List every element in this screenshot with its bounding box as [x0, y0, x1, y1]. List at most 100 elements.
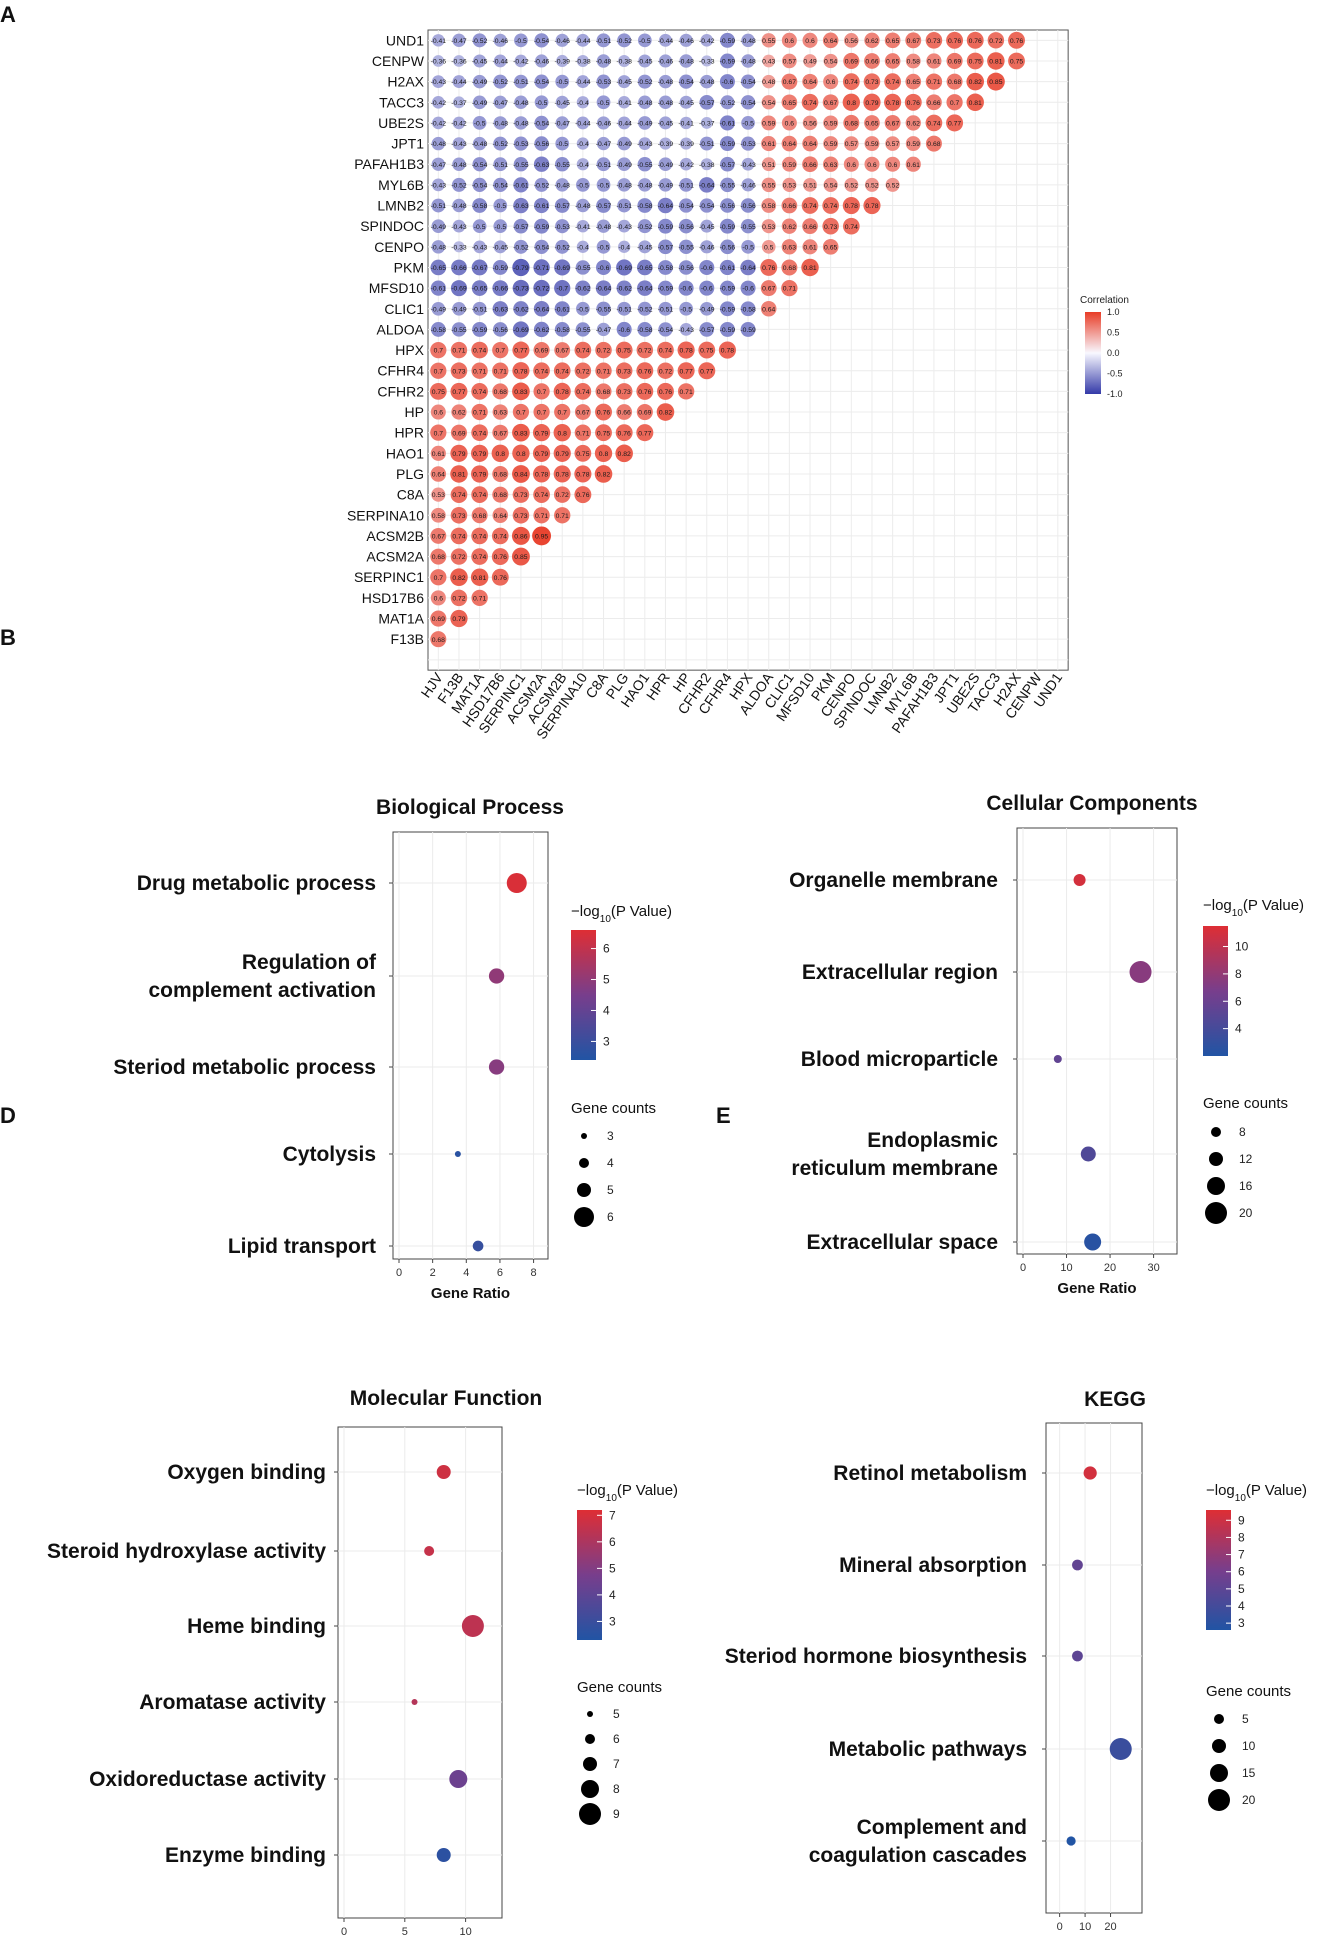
corr-cell-und1-hp — [679, 33, 693, 47]
color-legend-bar-c — [1203, 926, 1228, 1056]
corr-cell-cenpw-spindoc — [864, 53, 880, 69]
corr-value: 0.74 — [535, 368, 548, 375]
molecular-function-chart: Molecular Function0510Gene RatioOxygen b… — [47, 1387, 678, 1935]
corr-value: 0.53 — [762, 224, 775, 231]
corr-value: 0.73 — [927, 38, 940, 45]
color-legend-tick: 8 — [1238, 1530, 1245, 1544]
corr-value: 0.64 — [803, 79, 816, 86]
corr-cell-clic1-hpr — [658, 301, 673, 316]
corr-value: -0.66 — [493, 286, 509, 293]
corr-cell-pkm-hsd17b6 — [492, 260, 508, 275]
corr-cell-tacc3-hao1 — [638, 95, 652, 109]
corr-value: -0.52 — [451, 182, 467, 189]
corr-cell-cenpw-hjv — [432, 55, 445, 67]
corr-value: 0.69 — [432, 616, 445, 623]
corr-value: 0.73 — [514, 513, 527, 520]
corr-cell-jpt1-cenpo — [843, 136, 859, 151]
corr-value: -0.56 — [678, 224, 694, 231]
corr-value: -0.39 — [678, 141, 694, 148]
corr-value: -0.62 — [616, 286, 632, 293]
corr-value: -0.36 — [431, 59, 447, 66]
corr-value: 0.76 — [618, 430, 631, 437]
corr-value: 0.76 — [494, 575, 507, 582]
corr-value: -0.6 — [722, 79, 734, 86]
color-legend-title-d: −log10(P Value) — [577, 1482, 678, 1504]
corr-value: 0.78 — [576, 472, 589, 479]
corr-cell-mfsd10-f13b — [450, 280, 468, 297]
corr-value: -0.47 — [596, 327, 612, 334]
corr-value: -0.55 — [554, 162, 570, 169]
term-point-d-4 — [449, 1770, 468, 1788]
corr-value: -0.56 — [720, 203, 736, 210]
corr-value: -0.33 — [699, 59, 715, 66]
corr-cell-c8a-mat1a — [471, 486, 488, 503]
corr-value: -0.71 — [534, 265, 550, 272]
corr-cell-hao1-acsm2b — [553, 444, 571, 462]
corr-value: -0.56 — [493, 327, 509, 334]
corr-cell-aldoa-hpx — [740, 321, 756, 337]
corr-value: -0.52 — [472, 38, 488, 45]
corr-value: -0.65 — [472, 286, 488, 293]
corr-cell-tacc3-hpr — [658, 95, 673, 109]
size-legend-dot — [587, 1711, 593, 1717]
corr-value: -0.43 — [451, 224, 467, 231]
corr-cell-lmnb2-cfhr4 — [720, 198, 735, 213]
corr-cell-serpinc1-f13b — [450, 568, 468, 587]
corr-value: 0.64 — [432, 472, 445, 479]
corr-value: 0.76 — [762, 265, 775, 272]
color-legend-bar-e — [1206, 1510, 1231, 1630]
row-label-h2ax: H2AX — [387, 74, 424, 90]
corr-cell-h2ax-mfsd10 — [802, 73, 818, 90]
corr-value: -0.58 — [740, 306, 756, 313]
corr-cell-clic1-hpx — [740, 301, 756, 317]
corr-cell-aldoa-hao1 — [637, 322, 653, 337]
corr-cell-ube2s-mfsd10 — [802, 115, 818, 131]
corr-cell-mfsd10-clic1 — [781, 279, 798, 297]
corr-cell-clic1-plg — [617, 301, 632, 316]
x-tick-label: 10 — [459, 1926, 471, 1935]
corr-cell-cfhr2-acsm2b — [553, 382, 571, 400]
corr-cell-cenpw-hpx — [741, 54, 755, 68]
corr-cell-ube2s-cenpo — [843, 114, 860, 131]
corr-cell-hsd17b6-mat1a — [471, 589, 488, 607]
corr-value: -0.5 — [474, 121, 486, 128]
corr-value: -0.41 — [678, 121, 694, 128]
corr-cell-acsm2b-f13b — [450, 527, 468, 545]
term-label-d-3: Aromatase activity — [139, 1691, 326, 1714]
corr-cell-h2ax-hpr — [658, 74, 673, 89]
corr-value: -0.51 — [472, 306, 488, 313]
corr-cell-acsm2b-acsm2a — [532, 526, 552, 546]
corr-cell-hpx-hjv — [430, 341, 447, 359]
corr-value: 0.62 — [865, 38, 878, 45]
corr-value: -0.54 — [740, 79, 756, 86]
color-legend-tick: 5 — [609, 1561, 616, 1575]
corr-value: 0.74 — [927, 121, 940, 128]
corr-cell-hp-hpr — [656, 403, 675, 421]
corr-value: 0.68 — [845, 121, 858, 128]
corr-value: 0.8 — [516, 451, 526, 458]
corr-value: 0.73 — [865, 79, 878, 86]
corr-value: -0.38 — [616, 59, 632, 66]
corr-cell-mfsd10-acsm2a — [533, 279, 550, 297]
corr-value: -0.5 — [577, 182, 589, 189]
corr-value: 0.76 — [659, 389, 672, 396]
corr-value: -0.7 — [556, 286, 568, 293]
corr-cell-cenpo-cfhr4 — [720, 239, 735, 255]
corr-cell-h2ax-c8a — [596, 74, 611, 89]
corr-cell-und1-serpina10 — [576, 33, 590, 47]
corr-value: 0.68 — [948, 79, 961, 86]
corr-cell-jpt1-hao1 — [638, 137, 652, 150]
corr-cell-myl6b-cenpo — [844, 177, 859, 192]
corr-cell-acsm2a-serpinc1 — [511, 547, 530, 566]
corr-value: -0.44 — [575, 79, 591, 86]
corr-cell-cenpo-hsd17b6 — [493, 240, 507, 254]
corr-cell-hp-serpina10 — [574, 404, 591, 420]
panel-label-d: D — [0, 1103, 16, 1128]
corr-cell-hao1-serpina10 — [574, 444, 592, 462]
corr-value: -0.64 — [637, 286, 653, 293]
corr-cell-h2ax-f13b — [452, 75, 466, 89]
corr-cell-pkm-hpx — [740, 259, 756, 276]
corr-cell-cfhr2-hpr — [657, 382, 674, 400]
corr-cell-myl6b-pkm — [823, 177, 838, 193]
corr-value: -0.46 — [534, 59, 550, 66]
